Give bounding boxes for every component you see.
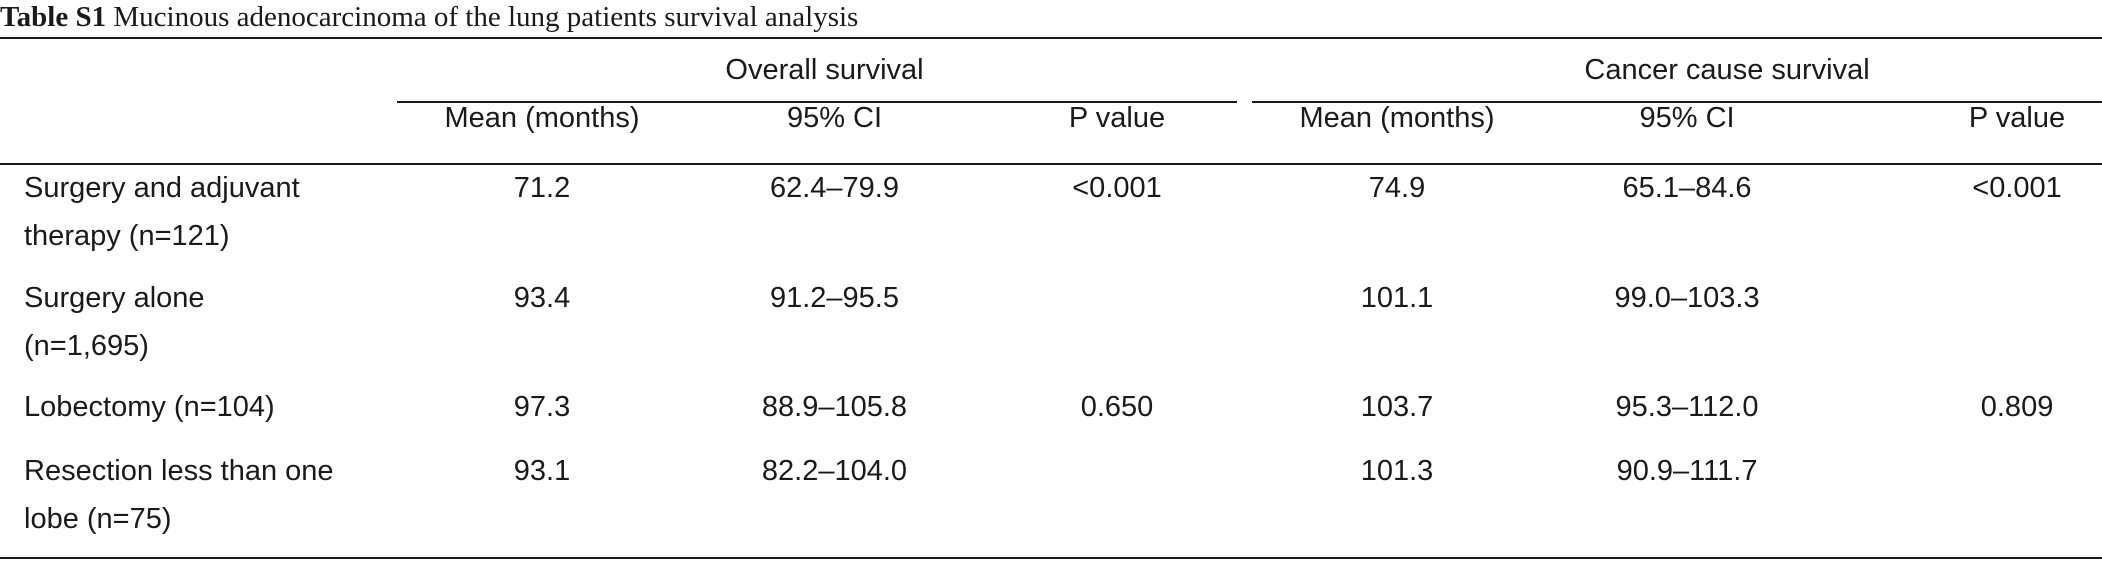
os-p-cell (982, 447, 1252, 545)
row-label-line: (n=1,695) (24, 330, 149, 362)
overall-survival-group-rule (397, 101, 1237, 103)
os-p-cell: 0.650 (1080, 391, 1154, 423)
cs-mean-cell: 101.1 (1360, 282, 1434, 314)
os-ci-cell: 62.4–79.9 (769, 172, 899, 204)
header-bottom-rule (0, 163, 2102, 165)
cs-p-cell: <0.001 (1972, 172, 2062, 204)
table-title: Mucinous adenocarcinoma of the lung pati… (113, 1, 859, 33)
row-label-line: therapy (n=121) (24, 220, 230, 252)
os-ci-cell: 91.2–95.5 (769, 282, 899, 314)
cancer-cause-survival-header: Cancer cause survival (1584, 54, 1870, 86)
stub-subheader (0, 102, 397, 164)
overall-survival-header: Overall survival (725, 54, 924, 86)
cs-mean-cell: 103.7 (1360, 391, 1434, 423)
table-row: Surgery alone (n=1,695) 93.4 91.2–95.5 1… (0, 274, 2102, 383)
os-ci-header: 95% CI (786, 102, 883, 134)
os-mean-cell: 97.3 (513, 391, 571, 423)
column-header-row: Mean (months) 95% CI P value Mean (month… (0, 102, 2102, 164)
stub-header (0, 38, 397, 102)
row-label-line: Surgery and adjuvant (24, 172, 300, 204)
row-label-line: Resection less than one (24, 455, 334, 487)
row-label-line: Surgery alone (24, 282, 205, 314)
cs-mean-cell: 74.9 (1368, 172, 1426, 204)
row-label-line: Lobectomy (n=104) (24, 391, 275, 423)
os-ci-cell: 82.2–104.0 (761, 455, 908, 487)
cancer-survival-group-rule (1252, 101, 2102, 103)
cs-mean-header: Mean (months) (1299, 102, 1495, 134)
cs-mean-cell: 101.3 (1360, 455, 1434, 487)
os-p-cell (982, 274, 1252, 383)
cs-ci-cell: 95.3–112.0 (1615, 391, 1759, 423)
top-rule (0, 37, 2102, 39)
bottom-rule (0, 557, 2102, 559)
table-row: Resection less than one lobe (n=75) 93.1… (0, 447, 2102, 545)
os-p-cell: <0.001 (1072, 172, 1162, 204)
table-row: Lobectomy (n=104) 97.3 88.9–105.8 0.650 … (0, 383, 2102, 447)
cs-p-header: P value (1968, 102, 2066, 134)
table-row: Surgery and adjuvant therapy (n=121) 71.… (0, 164, 2102, 274)
cs-ci-cell: 90.9–111.7 (1616, 455, 1758, 487)
os-mean-header: Mean (months) (444, 102, 640, 134)
os-mean-cell: 93.4 (513, 282, 571, 314)
table-number: Table S1 (0, 1, 107, 33)
os-mean-cell: 71.2 (513, 172, 571, 204)
table-caption: Table S1 Mucinous adenocarcinoma of the … (0, 0, 858, 36)
cs-ci-cell: 99.0–103.3 (1614, 282, 1760, 314)
os-ci-cell: 88.9–105.8 (761, 391, 908, 423)
row-label: Surgery and adjuvant therapy (n=121) (0, 164, 397, 274)
os-p-header: P value (1068, 102, 1166, 134)
group-header-row: Overall survival Cancer cause survival (0, 38, 2102, 102)
row-label-line: lobe (n=75) (24, 503, 172, 535)
cs-p-cell (1832, 274, 2102, 383)
cs-p-cell: 0.809 (1980, 391, 2054, 423)
cs-ci-header: 95% CI (1639, 102, 1735, 134)
cs-p-cell (1832, 447, 2102, 545)
os-mean-cell: 93.1 (513, 455, 571, 487)
survival-table: Overall survival Cancer cause survival M… (0, 38, 2102, 545)
row-label: Lobectomy (n=104) (0, 383, 397, 447)
cs-ci-cell: 65.1–84.6 (1622, 172, 1752, 204)
row-label: Resection less than one lobe (n=75) (0, 447, 397, 545)
row-label: Surgery alone (n=1,695) (0, 274, 397, 383)
